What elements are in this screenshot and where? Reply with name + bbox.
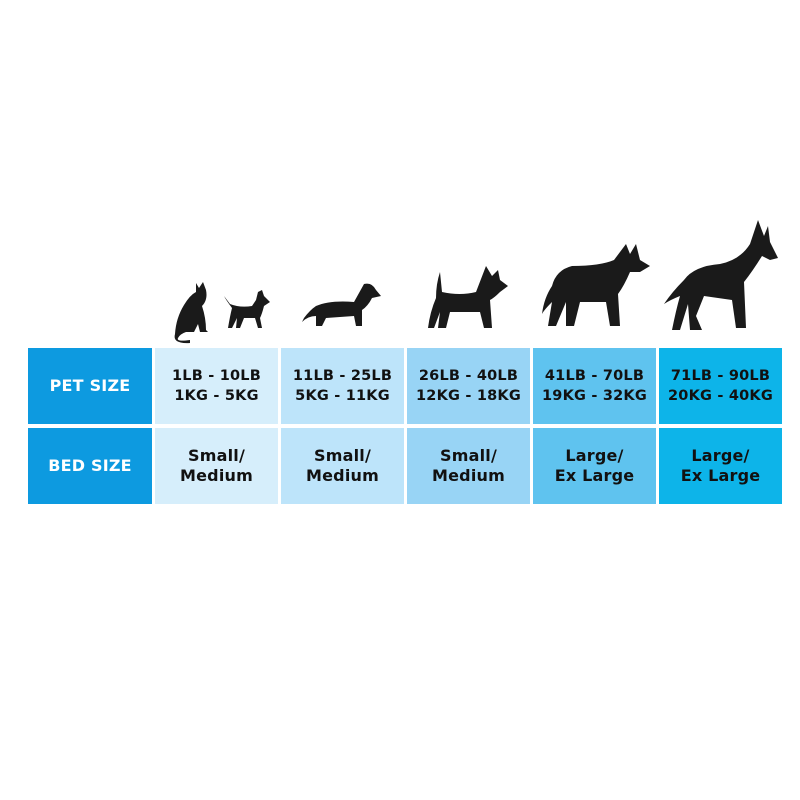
chihuahua-silhouette-icon xyxy=(224,290,270,328)
bed-size-cell: Large/ Ex Large xyxy=(533,428,656,504)
pet-size-cell: 71LB - 90LB 20KG - 40KG xyxy=(659,348,782,424)
pet-size-cell: 26LB - 40LB 12KG - 18KG xyxy=(407,348,530,424)
cat-silhouette-icon xyxy=(174,282,208,344)
row-label-pet-size: PET SIZE xyxy=(28,348,152,424)
dachshund-silhouette-icon xyxy=(302,283,381,326)
pet-size-table: PET SIZE 1LB - 10LB 1KG - 5KG 11LB - 25L… xyxy=(28,348,782,504)
bed-size-cell: Small/ Medium xyxy=(281,428,404,504)
terrier-silhouette-icon xyxy=(428,266,508,328)
animal-silhouettes xyxy=(174,220,778,344)
pet-size-cell: 41LB - 70LB 19KG - 32KG xyxy=(533,348,656,424)
pet-size-cell: 1LB - 10LB 1KG - 5KG xyxy=(155,348,278,424)
bed-size-cell: Large/ Ex Large xyxy=(659,428,782,504)
row-label-bed-size: BED SIZE xyxy=(28,428,152,504)
bed-size-cell: Small/ Medium xyxy=(155,428,278,504)
great-dane-silhouette-icon xyxy=(664,220,778,330)
bed-size-cell: Small/ Medium xyxy=(407,428,530,504)
pet-size-cell: 11LB - 25LB 5KG - 11KG xyxy=(281,348,404,424)
husky-silhouette-icon xyxy=(542,244,650,326)
